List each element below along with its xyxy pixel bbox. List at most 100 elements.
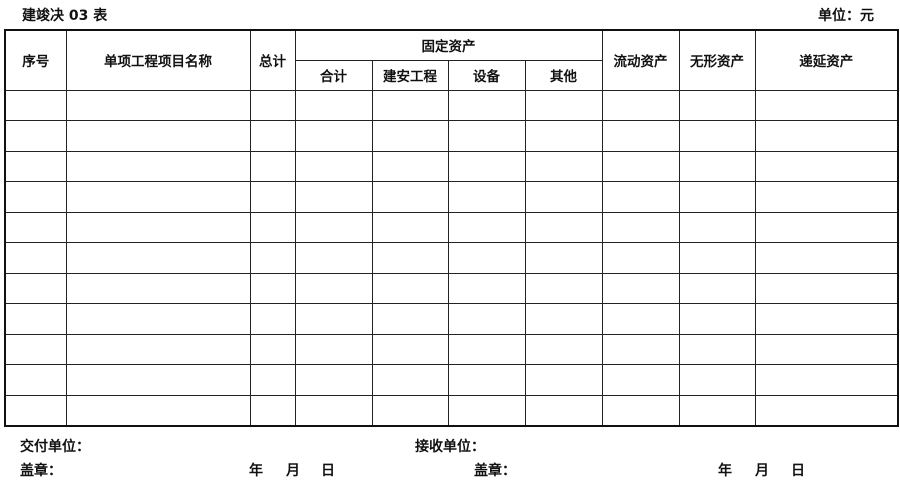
table-cell xyxy=(678,89,756,121)
table-row xyxy=(4,394,899,426)
form-code: 建竣决 03 表 xyxy=(22,8,108,24)
header-deferred-assets: 递延资产 xyxy=(754,29,899,91)
table-cell xyxy=(678,181,756,213)
date-right-month: 月 xyxy=(755,463,769,479)
table-cell xyxy=(371,120,449,152)
table-cell xyxy=(754,211,899,243)
seal-left-label: 盖章： xyxy=(20,463,62,479)
date-left-month: 月 xyxy=(286,463,300,479)
table-cell xyxy=(65,364,251,396)
header-fixed-other: 其他 xyxy=(524,59,603,91)
table-cell xyxy=(294,394,373,426)
table-cell xyxy=(447,364,526,396)
date-right-day: 日 xyxy=(791,463,805,479)
header-intangible-assets: 无形资产 xyxy=(678,29,756,91)
table-cell xyxy=(524,211,603,243)
table-cell xyxy=(601,364,680,396)
table-cell xyxy=(754,364,899,396)
table-cell xyxy=(447,181,526,213)
table-cell xyxy=(447,303,526,335)
table-cell xyxy=(4,242,67,274)
table-cell xyxy=(524,89,603,121)
table-cell xyxy=(601,272,680,304)
table-cell xyxy=(371,394,449,426)
table-cell xyxy=(754,89,899,121)
table-cell xyxy=(447,272,526,304)
header-fixed-equipment: 设备 xyxy=(447,59,526,91)
table-cell xyxy=(678,272,756,304)
table-cell xyxy=(249,394,296,426)
header-seq: 序号 xyxy=(4,29,67,91)
table-cell xyxy=(249,272,296,304)
table-cell xyxy=(249,181,296,213)
table-cell xyxy=(294,89,373,121)
table-cell xyxy=(678,242,756,274)
table-cell xyxy=(65,272,251,304)
table-cell xyxy=(65,333,251,365)
table-cell xyxy=(601,303,680,335)
table-cell xyxy=(601,120,680,152)
table-cell xyxy=(249,333,296,365)
table-cell xyxy=(65,89,251,121)
table-cell xyxy=(249,303,296,335)
table-cell xyxy=(65,150,251,182)
table-cell xyxy=(371,333,449,365)
table-cell xyxy=(447,211,526,243)
table-cell xyxy=(524,181,603,213)
header-fixed-assets: 固定资产 xyxy=(294,29,603,61)
table-row xyxy=(4,211,899,243)
table-cell xyxy=(754,242,899,274)
table-cell xyxy=(4,89,67,121)
table-cell xyxy=(524,364,603,396)
table-cell xyxy=(4,394,67,426)
table-cell xyxy=(4,272,67,304)
table-cell xyxy=(447,242,526,274)
table-cell xyxy=(65,211,251,243)
table-cell xyxy=(754,272,899,304)
table-cell xyxy=(678,120,756,152)
table-row xyxy=(4,364,899,396)
header-total: 总计 xyxy=(249,29,296,91)
header-current-assets: 流动资产 xyxy=(601,29,680,91)
table-row xyxy=(4,303,899,335)
table-cell xyxy=(65,394,251,426)
table-cell xyxy=(524,394,603,426)
header-name: 单项工程项目名称 xyxy=(65,29,251,91)
table-cell xyxy=(524,333,603,365)
date-left-day: 日 xyxy=(321,463,335,479)
table-cell xyxy=(678,150,756,182)
table-cell xyxy=(524,272,603,304)
table-cell xyxy=(249,242,296,274)
table-cell xyxy=(371,303,449,335)
table-cell xyxy=(294,211,373,243)
table-cell xyxy=(294,272,373,304)
table-cell xyxy=(371,150,449,182)
table-cell xyxy=(601,181,680,213)
date-right-year: 年 xyxy=(718,463,732,479)
table-cell xyxy=(294,181,373,213)
table-cell xyxy=(601,333,680,365)
table-cell xyxy=(4,181,67,213)
table-cell xyxy=(447,89,526,121)
table-cell xyxy=(447,150,526,182)
table-row xyxy=(4,272,899,304)
table-cell xyxy=(678,211,756,243)
header-fixed-construction: 建安工程 xyxy=(371,59,449,91)
table-cell xyxy=(754,120,899,152)
table-cell xyxy=(249,150,296,182)
table-cell xyxy=(678,394,756,426)
table-cell xyxy=(524,150,603,182)
table-cell xyxy=(447,333,526,365)
table-cell xyxy=(65,120,251,152)
table-cell xyxy=(249,364,296,396)
table-cell xyxy=(4,364,67,396)
table-cell xyxy=(754,333,899,365)
table-cell xyxy=(371,364,449,396)
table-cell xyxy=(524,120,603,152)
table-cell xyxy=(678,303,756,335)
table-cell xyxy=(294,150,373,182)
table-cell xyxy=(601,242,680,274)
table-cell xyxy=(4,303,67,335)
table-cell xyxy=(249,120,296,152)
table-cell xyxy=(65,303,251,335)
